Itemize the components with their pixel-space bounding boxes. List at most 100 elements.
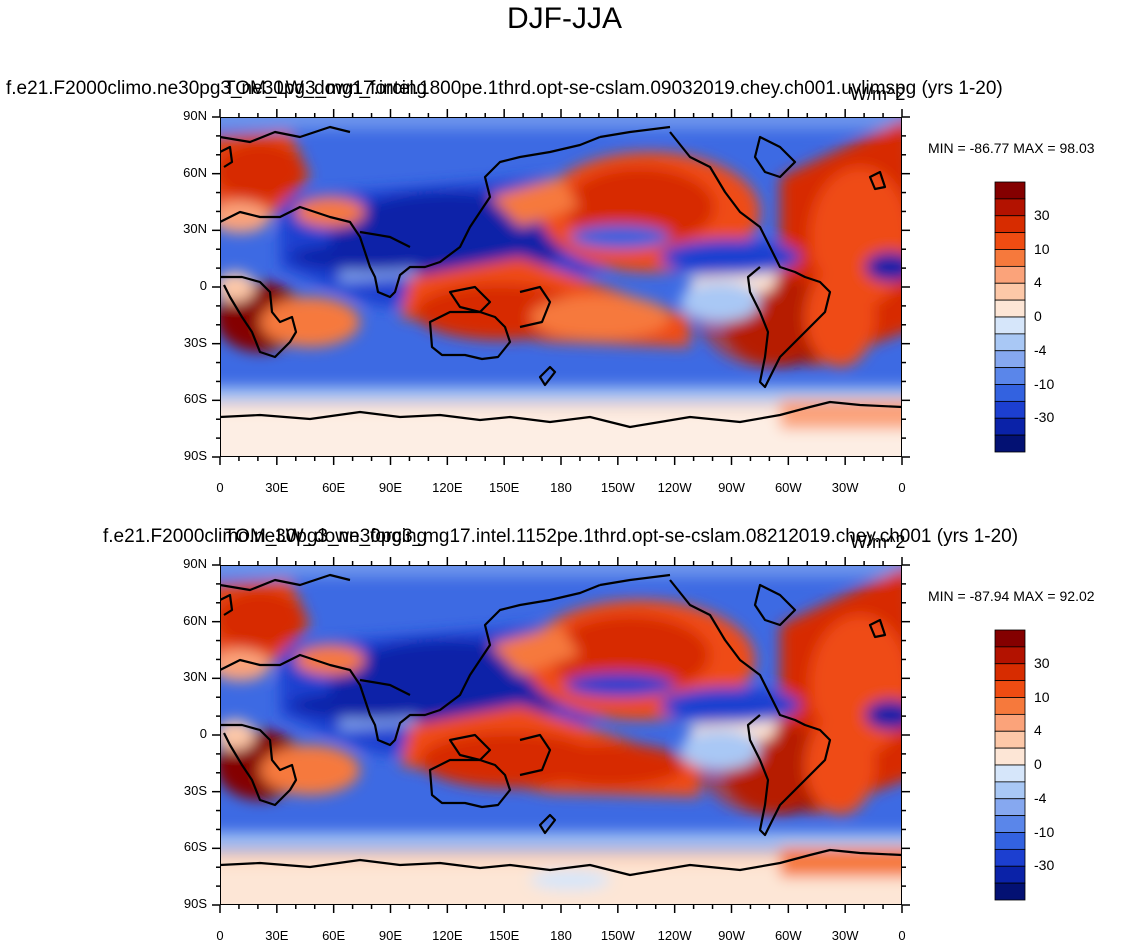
panel-1-y-tick-label: 60S [183,391,207,407]
panel-2-y-tick-label: 0 [199,726,207,741]
colorbar-box [994,747,1026,766]
panel-2-units: W/m^2 [850,532,906,552]
panel-1-x-tick-label: 30E [265,480,289,495]
colorbar-label: -4 [1034,341,1047,358]
colorbar-box [994,367,1026,385]
panel-1-min-max: MIN = -86.77 MAX = 98.03 [928,140,1095,156]
panel-2-y-tick-label: 90N [183,556,207,571]
colorbar-box [994,181,1026,200]
panel-2-x-tick-label: 90W [718,928,745,943]
panel-1-y-tick-label: 30N [183,221,207,237]
colorbar-label: -30 [1034,409,1055,426]
panel-1-left-title: f.e21.F2000climo.ne30pg3_ne30pg3_mg17.in… [6,78,1003,99]
panel-1-tick-marks [212,109,910,465]
colorbar-box [994,249,1026,267]
panel-2-x-tick-label: 90E [378,928,403,943]
panel-1-x-tick-label: 30W [831,480,859,495]
panel-1-x-tick-label: 60W [774,480,802,495]
colorbar-label: 30 [1034,654,1050,671]
colorbar-boxes [994,629,1026,901]
colorbar-box [994,713,1026,732]
colorbar-box [994,215,1026,234]
colorbar-box [994,680,1026,698]
panel-1-x-tick-label: 150W [600,480,635,495]
panel-1-units: W/m^2 [850,84,906,104]
panel-2-y-tick-label: 90S [183,896,207,911]
colorbar-label: 4 [1034,274,1042,291]
colorbar-label: 10 [1034,240,1050,257]
panel-2-x-tick-label: 150E [488,928,520,943]
colorbar-box [994,646,1026,665]
colorbar-box [994,417,1026,436]
panel-2-x-tick-label: 60E [322,928,346,943]
panel-1-center-title: TOM_LW_down_forcing [224,78,428,99]
panel-2-x-tick-label: 60W [774,928,802,943]
colorbar-box [994,730,1026,749]
colorbar-label: 0 [1034,756,1042,772]
panel-1-map [220,117,902,457]
colorbar-label: 0 [1034,308,1042,324]
panel-2-x-tick-label: 30E [265,928,289,943]
colorbar-box [994,198,1026,217]
panel-1-x-tick-label: 0 [898,480,906,495]
panel-1-x-tick-label: 120W [657,480,692,495]
panel-2-map [220,565,902,905]
panel-1-x-tick-label: 120E [432,480,463,495]
panel-2-tick-marks [212,557,910,913]
panel-2-x-tick-label: 180 [550,928,572,943]
colorbar-box [994,316,1026,335]
panel-2-x-tick-label: 150W [600,928,635,943]
colorbar-box [994,882,1026,901]
panel-2-x-tick-label: 120W [657,928,692,943]
panel-2-x-tick-label: 0 [898,928,906,943]
colorbar-box [994,400,1026,419]
panel-1-y-tick-label: 90S [183,448,207,463]
panel-2-x-tick-label: 30W [831,928,859,943]
colorbar-box [994,815,1026,833]
colorbar-box [994,832,1026,850]
colorbar-boxes [994,181,1026,453]
colorbar-box [994,663,1026,682]
panel-2-y-tick-label: 60N [183,612,207,628]
panel-1-x-tick-label: 150E [488,480,520,495]
panel-1-y-tick-label: 90N [183,108,207,123]
panel-1-x-tick-label: 90E [378,480,403,495]
panel-2-center-title: TOM_LW_down_forcing [224,526,428,547]
panel-1-y-tick-label: 30S [183,334,207,350]
colorbar-box [994,384,1026,402]
colorbar-label: -10 [1034,375,1055,392]
panel-1-y-tick-label: 0 [199,278,207,293]
panel-2-y-tick-label: 60S [183,839,207,855]
colorbar-box [994,764,1026,783]
colorbar-box [994,282,1026,301]
panel-2-x-tick-label: 120E [432,928,463,943]
colorbar-label: -4 [1034,789,1047,806]
colorbar-label: 10 [1034,688,1050,705]
colorbar-label: -30 [1034,857,1055,874]
panel-1-x-tick-label: 0 [216,480,224,495]
panel-2-y-tick-label: 30N [183,669,207,685]
panel-1-x-tick-label: 60E [322,480,346,495]
colorbar-box [994,781,1026,800]
colorbar-label: 30 [1034,206,1050,223]
colorbar-box [994,232,1026,250]
panel-1-y-tick-label: 60N [183,164,207,180]
colorbar-box [994,697,1026,715]
figure-title: DJF-JJA [507,2,622,35]
panel-2-left-title: f.e21.F2000climo.ne30pg3_ne30pg3_mg17.in… [103,526,1019,547]
panel-2-x-tick-label: 0 [216,928,224,943]
colorbar-label: -10 [1034,823,1055,840]
colorbar-box [994,848,1026,867]
panel-1-x-tick-label: 90W [718,480,745,495]
colorbar-box [994,333,1026,352]
colorbar-label: 4 [1034,722,1042,739]
colorbar-box [994,350,1026,369]
colorbar-box [994,865,1026,884]
panel-1-x-tick-label: 180 [550,480,572,495]
panel-2-min-max: MIN = -87.94 MAX = 92.02 [928,588,1095,604]
colorbar-box [994,265,1026,284]
panel-2-y-tick-label: 30S [183,782,207,798]
colorbar-box [994,798,1026,817]
colorbar-box [994,629,1026,648]
colorbar-box [994,434,1026,453]
